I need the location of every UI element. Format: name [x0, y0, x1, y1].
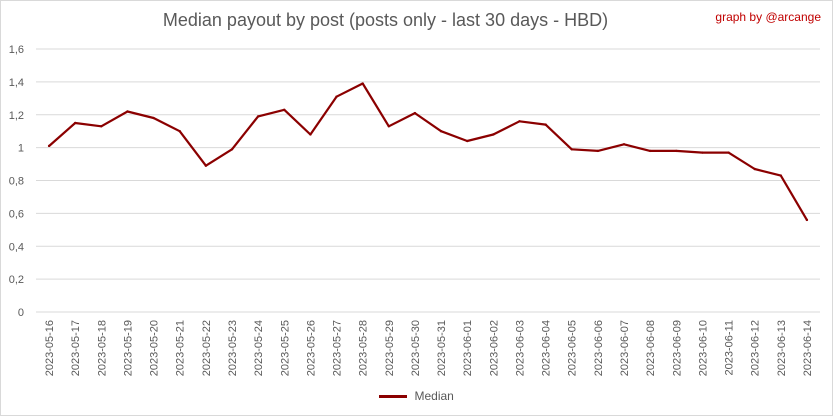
x-tick-label: 2023-06-02 — [488, 320, 500, 376]
x-tick-label: 2023-06-14 — [802, 320, 814, 376]
x-tick-label: 2023-06-04 — [541, 320, 553, 376]
data-point — [727, 151, 730, 154]
data-point — [361, 82, 364, 85]
data-point — [805, 218, 809, 222]
x-tick-label: 2023-06-07 — [619, 320, 631, 376]
x-tick-label: 2023-05-21 — [175, 320, 187, 376]
data-point — [753, 167, 756, 171]
x-tick-label: 2023-06-06 — [593, 320, 605, 376]
x-tick-label: 2023-06-10 — [697, 320, 709, 376]
data-point — [283, 108, 286, 112]
x-tick-label: 2023-06-12 — [750, 320, 762, 376]
y-tick-label: 0 — [18, 307, 24, 319]
x-tick-label: 2023-05-23 — [227, 320, 239, 376]
data-point — [518, 120, 521, 123]
x-tick-label: 2023-05-29 — [384, 320, 396, 376]
x-tick-label: 2023-06-01 — [462, 320, 474, 376]
x-tick-label: 2023-05-20 — [149, 320, 161, 376]
legend-swatch-median — [379, 395, 408, 399]
y-tick-label: 1,4 — [9, 77, 24, 89]
y-axis-ticks: 0 0,2 0,4 0,6 0,8 1 1,2 1,4 1,6 — [9, 44, 24, 319]
x-tick-label: 2023-05-28 — [358, 320, 370, 376]
data-point — [335, 95, 338, 98]
x-tick-label: 2023-05-30 — [410, 320, 422, 376]
y-tick-label: 0,4 — [9, 241, 24, 253]
data-point — [152, 116, 155, 120]
y-tick-label: 1,2 — [9, 110, 24, 122]
data-point — [622, 143, 626, 146]
data-point — [544, 123, 547, 126]
data-point — [256, 115, 260, 118]
x-tick-label: 2023-05-17 — [70, 320, 82, 376]
chart-title: Median payout by post (posts only - last… — [162, 10, 609, 30]
data-point — [230, 148, 234, 151]
data-point — [387, 125, 390, 128]
data-point — [47, 144, 51, 148]
data-point — [413, 111, 417, 115]
data-point — [466, 139, 469, 143]
gridlines — [36, 48, 820, 313]
y-tick-label: 1 — [18, 143, 24, 155]
x-tick-label: 2023-05-27 — [332, 320, 344, 376]
x-tick-label: 2023-06-08 — [645, 320, 657, 376]
data-point — [309, 133, 312, 136]
y-tick-label: 0,2 — [9, 274, 24, 286]
x-axis-ticks: 2023-05-16 2023-05-17 2023-05-18 2023-05-19… — [44, 320, 814, 376]
data-point — [204, 164, 208, 167]
data-point — [648, 149, 652, 153]
x-tick-label: 2023-06-03 — [514, 320, 526, 376]
data-point — [779, 174, 782, 177]
chart-credit: graph by @arcange — [715, 10, 821, 24]
x-tick-label: 2023-06-05 — [567, 320, 579, 376]
data-point — [439, 129, 443, 133]
y-tick-label: 1,6 — [9, 44, 24, 56]
x-tick-label: 2023-05-25 — [279, 320, 291, 376]
x-tick-label: 2023-05-24 — [253, 320, 265, 376]
x-tick-label: 2023-05-19 — [122, 320, 134, 376]
data-point — [570, 148, 573, 151]
data-point — [74, 121, 77, 125]
series-lines — [47, 82, 809, 222]
x-tick-label: 2023-05-26 — [305, 320, 317, 376]
series-line-median — [48, 82, 808, 221]
y-tick-label: 0,8 — [9, 176, 24, 188]
data-point — [596, 149, 600, 153]
legend-label-median: Median — [414, 389, 454, 403]
data-point — [701, 151, 704, 154]
x-tick-label: 2023-05-18 — [96, 320, 108, 376]
x-tick-label: 2023-06-09 — [671, 320, 683, 376]
x-tick-label: 2023-05-22 — [201, 320, 213, 376]
data-point — [492, 133, 495, 136]
data-point — [178, 129, 181, 133]
x-tick-label: 2023-05-16 — [44, 320, 56, 376]
legend: Median — [0, 389, 833, 403]
x-tick-label: 2023-06-11 — [724, 320, 736, 375]
data-point — [126, 110, 129, 113]
x-tick-label: 2023-05-31 — [436, 320, 448, 376]
data-point — [100, 125, 103, 128]
data-point — [675, 149, 678, 153]
x-tick-label: 2023-06-13 — [776, 320, 788, 376]
y-tick-label: 0,6 — [9, 208, 24, 220]
